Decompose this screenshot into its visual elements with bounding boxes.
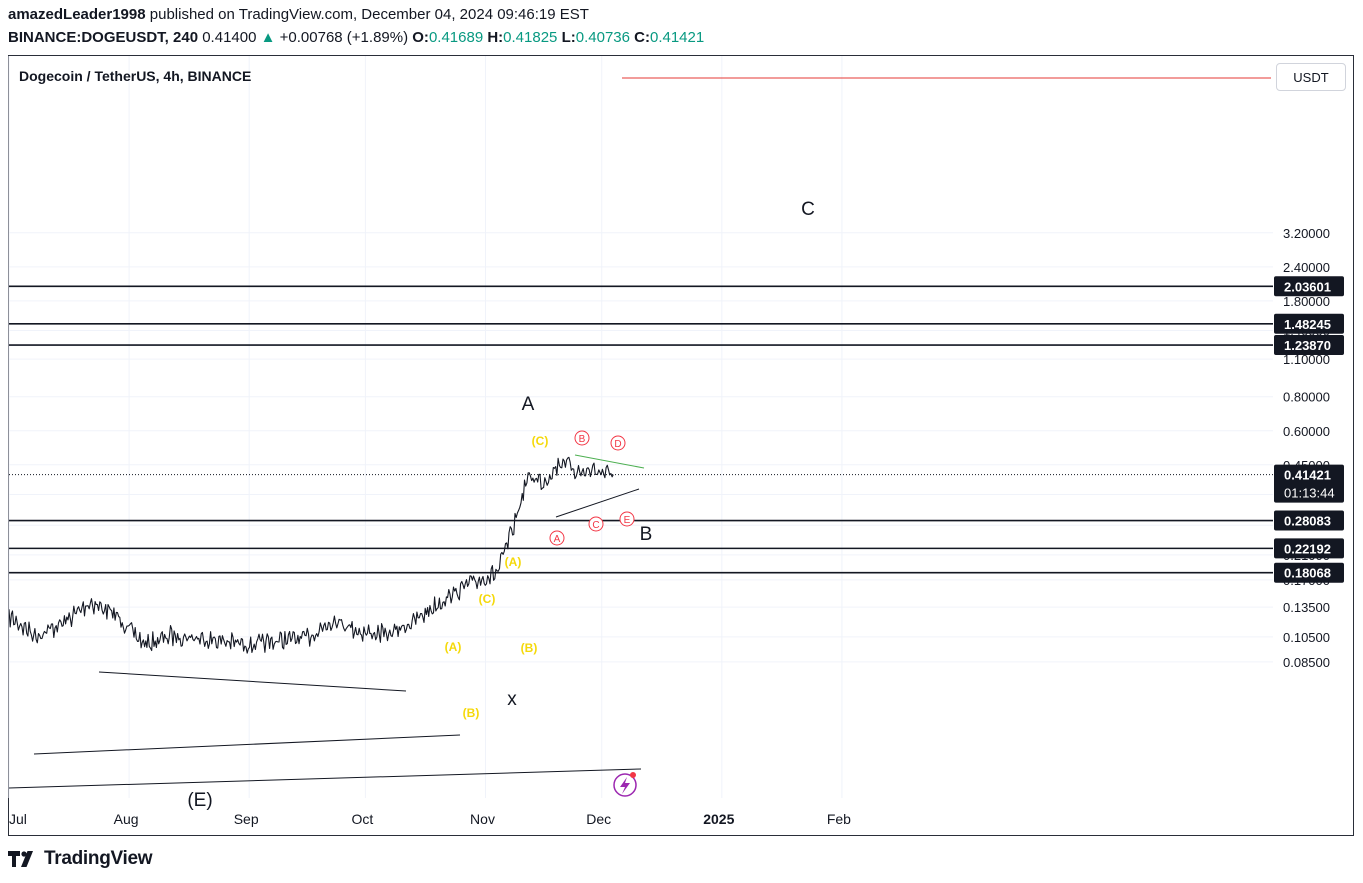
- wave-label: C: [801, 199, 815, 220]
- wave-label: (A): [505, 555, 522, 569]
- wave-label-circle: [619, 511, 635, 527]
- level-price-tag-label: 2.03601: [1284, 279, 1331, 294]
- open-label: O:: [412, 29, 429, 46]
- wave-label: C: [592, 520, 599, 531]
- level-price-tag-label: 0.22192: [1284, 541, 1331, 556]
- high-label: H:: [487, 29, 504, 46]
- x-tick-label: Jul: [9, 811, 27, 827]
- current-price-tag-label: 0.41421: [1284, 468, 1331, 483]
- wave-label: D: [614, 439, 621, 450]
- tradingview-logo[interactable]: TradingView: [8, 848, 153, 870]
- open-value: 0.41689: [428, 29, 484, 46]
- x-tick-label: Dec: [586, 811, 611, 827]
- wave-labels: A B Cx (E) (A) (B) (C) (A) (B) (C) A B C D E: [187, 199, 815, 811]
- level-price-tag: [1274, 335, 1344, 356]
- wave-label-circle: [610, 435, 626, 451]
- current-price-tag: [1274, 464, 1344, 503]
- wave-label: (E): [187, 790, 212, 811]
- wave-label: (B): [521, 641, 538, 655]
- y-tick-label: 0.08500: [1283, 655, 1330, 670]
- long-support-line: [9, 768, 642, 789]
- y-tick-label: 0.13500: [1283, 600, 1330, 615]
- tradingview-logo-icon: [8, 851, 33, 867]
- wave-label-circle: [549, 530, 565, 546]
- published-text: published on TradingView.com, December 0…: [149, 6, 589, 23]
- price-line: [9, 456, 614, 654]
- wave-label: B: [640, 524, 653, 545]
- bar-countdown-label: 01:13:44: [1284, 486, 1335, 501]
- wave-label: (A): [445, 640, 462, 654]
- chart-title: Dogecoin / TetherUS, 4h, BINANCE: [19, 68, 252, 84]
- y-tick-label: 3.20000: [1283, 226, 1330, 241]
- high-value: 0.41825: [503, 29, 558, 46]
- tradingview-wordmark: TradingView: [44, 848, 153, 869]
- wave-label: (C): [532, 434, 549, 448]
- level-price-tag: [1274, 510, 1344, 531]
- close-label: C:: [634, 29, 650, 46]
- up-arrow-icon: ▲: [260, 29, 276, 46]
- level-price-tag: [1274, 313, 1344, 334]
- symbol-label: BINANCE:DOGEUSDT, 240: [8, 29, 199, 46]
- wave-label-circle: [574, 430, 590, 446]
- level-price-tag: [1274, 538, 1344, 559]
- triangle-lower-line: [33, 734, 461, 755]
- x-tick-label: Sep: [234, 811, 259, 827]
- author-name[interactable]: amazedLeader1998: [8, 6, 146, 23]
- level-price-tag: [1274, 562, 1344, 583]
- x-tick-label: Feb: [827, 811, 851, 827]
- wave-label: x: [507, 689, 517, 710]
- level-price-tag-label: 0.18068: [1284, 566, 1331, 581]
- triangle-upper-line-green: [574, 454, 645, 469]
- level-price-tag-label: 1.48245: [1284, 317, 1331, 332]
- x-tick-label: Oct: [352, 811, 374, 827]
- wave-label-circle: [588, 516, 604, 532]
- wave-label: E: [624, 515, 631, 526]
- x-tick-label: Aug: [114, 811, 139, 827]
- y-tick-label: 1.10000: [1283, 352, 1330, 367]
- close-value: 0.41421: [649, 29, 705, 46]
- wave-label: A: [522, 394, 535, 415]
- y-tick-label: 0.80000: [1283, 390, 1330, 405]
- grid-lines: [8, 56, 1273, 798]
- triangle-lower-line-b: [555, 488, 640, 518]
- publish-info: amazedLeader1998 published on TradingVie…: [8, 6, 589, 23]
- x-tick-label: 2025: [703, 811, 734, 827]
- wave-label: (C): [479, 592, 496, 606]
- x-tick-label: Nov: [470, 811, 495, 827]
- y-tick-label: 0.10500: [1283, 630, 1330, 645]
- ohlc-bar: BINANCE:DOGEUSDT, 240 0.41400 ▲ +0.00768…: [8, 29, 704, 46]
- wave-label: A: [554, 534, 561, 545]
- last-price: 0.41400: [202, 29, 257, 46]
- y-tick-label: 1.80000: [1283, 294, 1330, 309]
- lightning-icon: [620, 777, 630, 794]
- y-tick-label: 2.40000: [1283, 260, 1330, 275]
- wave-label: B: [579, 434, 586, 445]
- currency-selector[interactable]: USDT: [1276, 63, 1346, 91]
- wave-label: (B): [463, 706, 480, 720]
- price-series: [9, 456, 614, 654]
- low-label: L:: [561, 29, 576, 46]
- level-price-tag-label: 1.23870: [1284, 338, 1331, 353]
- price-axis: 3.200002.400001.800001.400001.100000.800…: [1274, 226, 1344, 670]
- notification-dot-icon: [630, 772, 636, 778]
- time-axis: Jul Aug Sep Oct Nov Dec 2025 Feb: [9, 811, 851, 827]
- low-value: 0.40736: [575, 29, 630, 46]
- level-price-tag-label: 0.28083: [1284, 514, 1331, 529]
- price-change: +0.00768 (+1.89%): [279, 29, 409, 46]
- level-price-tag: [1274, 276, 1344, 297]
- triangle-upper-line: [98, 671, 407, 692]
- drawings-layer: [9, 77, 1273, 789]
- y-tick-label: 0.60000: [1283, 424, 1330, 439]
